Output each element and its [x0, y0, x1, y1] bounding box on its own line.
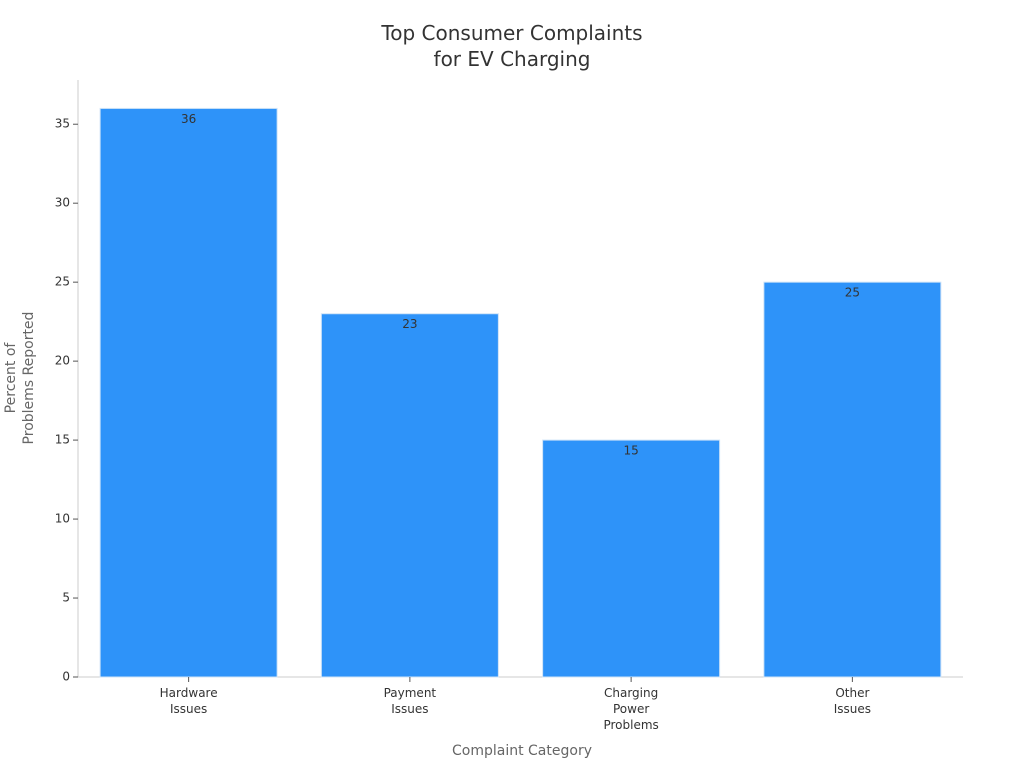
data-label: 25 — [845, 286, 860, 300]
bar — [99, 107, 278, 678]
bar — [320, 313, 499, 678]
x-tick-label: Charging Power Problems — [603, 686, 659, 732]
bar — [763, 281, 942, 678]
data-label: 15 — [623, 444, 638, 458]
data-label: 36 — [181, 112, 196, 126]
y-tick-label: 15 — [55, 433, 70, 447]
chart-title: Top Consumer Complaints for EV Charging — [381, 21, 643, 71]
x-axis-label: Complaint Category — [452, 743, 592, 759]
x-tick-label: Payment Issues — [383, 686, 437, 716]
y-tick-label: 20 — [55, 354, 70, 368]
bar — [542, 439, 721, 678]
y-tick-label: 5 — [62, 591, 70, 605]
y-tick-label: 10 — [55, 512, 70, 526]
y-tick-label: 30 — [55, 196, 70, 210]
x-tick-label: Other Issues — [833, 686, 872, 716]
y-axis-label: Percent of Problems Reported — [3, 311, 37, 445]
y-tick-label: 25 — [55, 275, 70, 289]
y-tick-label: 0 — [62, 670, 70, 684]
y-tick-label: 35 — [55, 117, 70, 131]
data-label: 23 — [402, 317, 417, 331]
x-tick-label: Hardware Issues — [159, 686, 218, 716]
